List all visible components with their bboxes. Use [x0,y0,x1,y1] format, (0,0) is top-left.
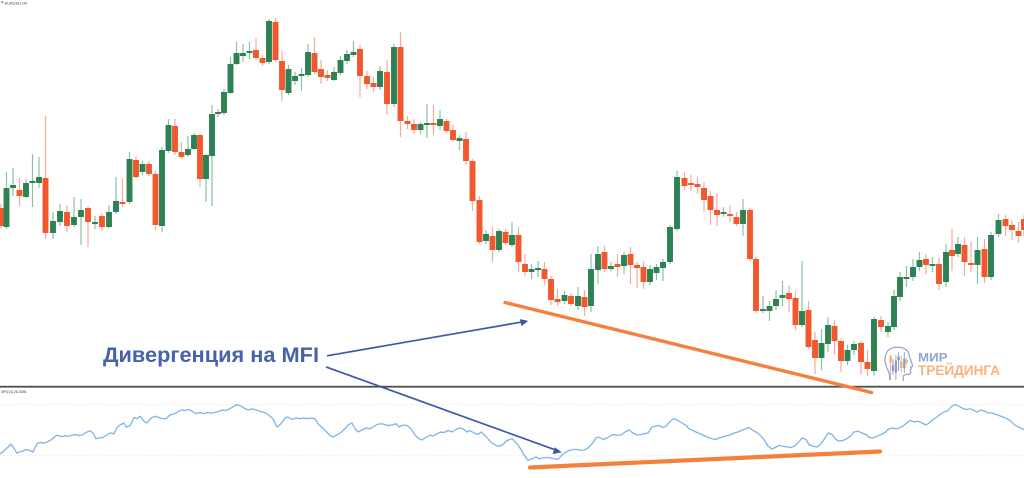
svg-text:MFI(14) 26.0186: MFI(14) 26.0186 [1,390,26,394]
svg-text:МИР: МИР [918,351,948,365]
svg-text:Дивергенция на MFI: Дивергенция на MFI [103,343,319,367]
svg-text:ТРЕЙДИНГА: ТРЕЙДИНГА [918,361,1000,379]
svg-text:EURUSD,H4: EURUSD,H4 [5,0,28,5]
